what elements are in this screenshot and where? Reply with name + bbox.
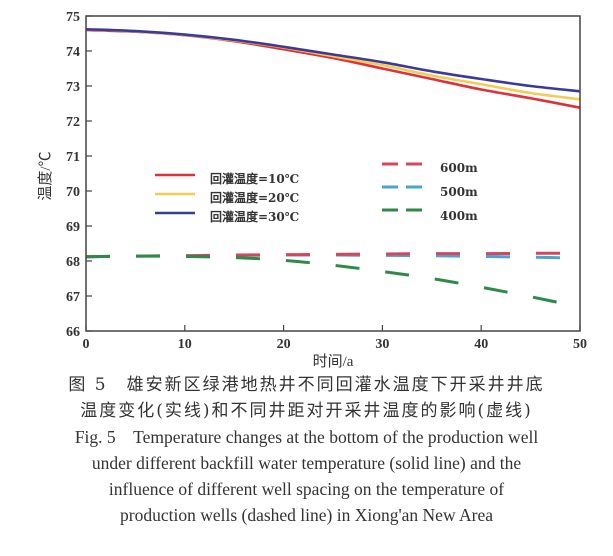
line-chart: 0 10 20 30 40 50 66 67 68 69 70 71 72 73 74 75 时间/a 温度/… [37, 10, 587, 370]
y-tick-label: 75 [66, 10, 80, 25]
y-tick-label: 71 [66, 150, 80, 165]
legend-label: 500m [440, 185, 478, 199]
legend-label: 回灌温度=30℃ [210, 209, 299, 224]
x-tick-label: 0 [83, 337, 90, 352]
y-tick-label: 68 [66, 255, 80, 270]
caption-cn-line1: 图 5 雄安新区绿港地热井不同回灌水温度下开采井井底 [68, 375, 545, 395]
y-tick-label: 69 [66, 220, 80, 235]
series-line-500m [85, 253, 581, 260]
caption-en-line1: Fig. 5 Temperature changes at the bottom… [74, 427, 539, 447]
x-axis-label: 时间/a [313, 353, 354, 370]
caption-en-line4: production wells (dashed line) in Xiong'… [120, 505, 493, 525]
x-tick-label: 10 [178, 337, 192, 352]
legend-label: 回灌温度=20℃ [210, 190, 299, 205]
y-tick-label: 72 [66, 115, 80, 130]
y-tick-label: 66 [66, 325, 80, 340]
caption-cn-line2: 温度变化(实线)和不同井距对开采井温度的影响(虚线) [80, 401, 533, 421]
y-axis-label: 温度/℃ [37, 151, 54, 200]
x-tick-label: 20 [277, 337, 291, 352]
legend-label: 600m [440, 161, 478, 175]
y-tick-label: 74 [66, 45, 80, 60]
y-tick-label: 67 [66, 290, 80, 305]
x-tick-label: 30 [375, 337, 389, 352]
y-tick-label: 70 [66, 185, 80, 200]
x-tick-label: 40 [474, 337, 488, 352]
series-line-20 [85, 28, 581, 101]
caption-en-line3: influence of different well spacing on t… [108, 479, 505, 499]
series-line-400m [85, 254, 581, 309]
plot-frame [85, 15, 581, 332]
caption-en-line2: under different backfill water temperatu… [91, 453, 522, 473]
legend-label: 400m [440, 209, 478, 223]
x-tick-label: 50 [573, 337, 587, 352]
series-line-30 [85, 28, 581, 93]
legend-label: 回灌温度=10℃ [210, 171, 299, 186]
series-line-10 [85, 28, 581, 109]
y-tick-label: 73 [66, 80, 80, 95]
figure-caption: 图 5 雄安新区绿港地热井不同回灌水温度下开采井井底 温度变化(实线)和不同井距… [0, 372, 613, 528]
series-line-600m [85, 251, 581, 259]
